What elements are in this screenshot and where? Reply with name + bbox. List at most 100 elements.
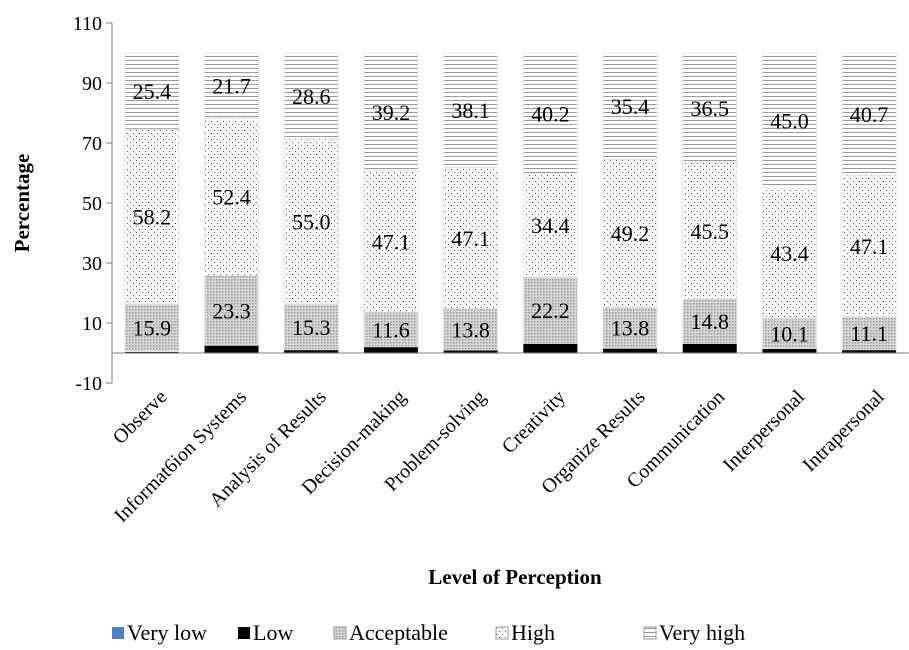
legend-swatch	[643, 626, 657, 640]
bar-segment-high	[283, 138, 339, 305]
bar-segment-low	[363, 346, 418, 353]
data-label: 47.1	[372, 229, 411, 254]
legend-label: Very low	[127, 620, 207, 645]
data-label: 52.4	[212, 185, 251, 210]
bar-segment-low	[443, 350, 498, 353]
data-label: 25.4	[133, 79, 172, 104]
bar-segment-very-high	[682, 52, 738, 163]
data-label: 47.1	[451, 226, 490, 251]
bar-segment-high	[443, 166, 499, 310]
legend-item: Very low	[112, 620, 207, 645]
bar-segment-very-high	[124, 52, 180, 130]
bar-segment-high	[522, 173, 578, 278]
legend-label: High	[511, 620, 555, 645]
bar-segment-low	[762, 348, 817, 353]
y-tick-label: 30	[82, 253, 102, 275]
data-label: 13.8	[451, 317, 490, 342]
bar-segment-high	[841, 174, 897, 317]
legend-item: Acceptable	[333, 620, 448, 645]
bar-segment-very-high	[602, 52, 658, 160]
data-label: 21.7	[212, 74, 251, 99]
legend: Very low Low Acceptable High Very high	[112, 620, 745, 645]
data-label: 40.7	[850, 102, 889, 127]
legend-item: Low	[238, 620, 293, 645]
bar-segment-very-high	[761, 52, 817, 189]
y-tick-label: 10	[82, 313, 102, 335]
data-label: 36.5	[691, 96, 730, 121]
bar-segment-very-high	[204, 52, 260, 119]
bar-segment-high	[124, 128, 180, 305]
data-label: 14.8	[691, 309, 730, 334]
legend-label: Low	[253, 620, 293, 645]
bar-segment-acceptable	[682, 298, 738, 344]
legend-label: Very high	[659, 620, 745, 645]
y-axis-title: Percentage	[10, 154, 34, 253]
data-label: 49.2	[611, 221, 650, 246]
bar-segment-acceptable	[602, 306, 658, 349]
bar-segment-low	[284, 349, 339, 353]
data-label: 55.0	[292, 209, 331, 234]
data-label: 11.6	[372, 317, 410, 342]
bar-segment-low	[204, 345, 259, 353]
x-tick-label: Informat6ion Systems	[110, 386, 251, 527]
data-label: 15.9	[133, 316, 172, 341]
data-label: 58.2	[133, 205, 172, 230]
data-label: 35.4	[611, 94, 650, 119]
legend-label: Acceptable	[349, 620, 448, 645]
data-label: 45.0	[770, 109, 809, 134]
x-axis-title: Level of Perception	[428, 565, 602, 589]
y-tick-label: 110	[73, 13, 102, 35]
bar-segment-very-high	[443, 52, 499, 168]
bar-segment-low	[124, 351, 179, 353]
bars	[124, 52, 897, 353]
data-label: 39.2	[372, 100, 411, 125]
legend-swatch	[238, 627, 250, 639]
bar-segment-low	[603, 348, 658, 353]
data-label: 47.1	[850, 234, 889, 259]
legend-swatch	[112, 627, 124, 639]
data-label: 22.2	[531, 298, 570, 323]
data-label: 13.8	[611, 316, 650, 341]
bar-segment-very-high	[841, 52, 897, 176]
x-tick-label: Interpersonal	[719, 386, 809, 476]
bar-segment-acceptable	[204, 274, 260, 346]
bar-segment-high	[363, 170, 419, 313]
data-label: 11.1	[850, 321, 888, 346]
data-label: 23.3	[212, 298, 251, 323]
bar-segment-acceptable	[761, 317, 817, 350]
y-ticks: -10 10 30 50 70 90 110	[73, 13, 112, 395]
y-tick-label: 70	[82, 133, 102, 155]
y-axis: -10 10 30 50 70 90 110	[73, 13, 113, 395]
bar-segment-low	[523, 343, 578, 353]
legend-swatch	[333, 626, 347, 640]
data-label: 38.1	[451, 98, 490, 123]
bar-segment-low	[842, 349, 897, 353]
legend-item: High	[495, 620, 555, 645]
bar-segment-acceptable	[841, 315, 897, 351]
x-tick-label: Intrapersonal	[799, 386, 889, 476]
legend-item: Very high	[643, 620, 745, 645]
data-label: 34.4	[531, 213, 570, 238]
bar-segment-high	[682, 162, 738, 300]
data-label: 45.5	[691, 219, 730, 244]
y-tick-label: 90	[82, 73, 102, 95]
bar-segment-high	[204, 117, 260, 276]
data-label: 28.6	[292, 84, 331, 109]
bar-data-labels: 15.9 58.2 25.4 23.3 52.4 21.7 15.3 55.0 28.6 11.6…	[133, 74, 889, 347]
data-label: 15.3	[292, 315, 331, 340]
y-tick-label: 50	[82, 193, 102, 215]
bar-segment-high	[602, 158, 658, 308]
y-tick-label: -10	[75, 373, 102, 395]
bar-segment-acceptable	[522, 276, 578, 344]
data-label: 43.4	[770, 241, 809, 266]
legend-swatch	[495, 626, 509, 640]
x-tick-label: Observe	[109, 386, 172, 449]
bar-segment-low	[682, 343, 737, 353]
bar-segment-very-high	[363, 52, 419, 172]
data-label: 40.2	[531, 101, 570, 126]
data-label: 10.1	[770, 321, 809, 346]
bar-segment-acceptable	[124, 303, 180, 352]
x-tick-label: Creativity	[498, 386, 570, 458]
